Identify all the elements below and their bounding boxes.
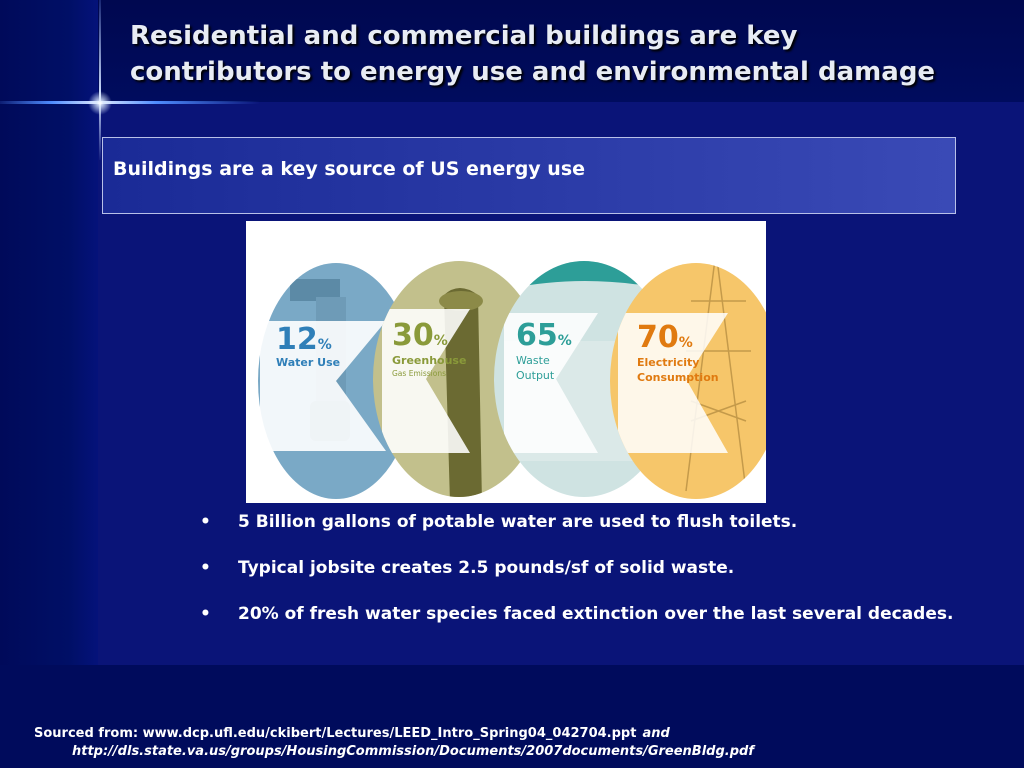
slide-title-line-2: contributors to energy use and environme… [130,57,936,87]
left-strip [0,0,98,665]
source-prefix: Sourced from: www.dcp.ufl.edu/ckibert/Le… [34,726,637,741]
bullet-item: • Typical jobsite creates 2.5 pounds/sf … [196,556,976,580]
greenhouse-circle [373,261,545,497]
stat-label: Greenhouse [392,354,466,367]
stat-label: Waste [516,354,550,367]
subtitle-box: Buildings are a key source of US energy … [102,137,956,214]
infographic-svg: 12% Water Use 30% Greenhouse Gas Emissio… [258,261,766,499]
slide-title-line-1: Residential and commercial buildings are… [130,21,798,51]
stat-waste: 65% Waste Output [516,318,572,382]
bullet-text: 5 Billion gallons of potable water are u… [238,512,798,532]
trash-bin-icon [498,261,674,291]
stat-value: 30% [392,318,448,353]
electricity-circle [610,263,766,499]
subtitle-text: Buildings are a key source of US energy … [113,158,586,180]
bullet-symbol: • [200,604,211,624]
bullet-item: • 5 Billion gallons of potable water are… [196,510,976,534]
stat-greenhouse: 30% Greenhouse Gas Emissions [392,318,466,378]
water-use-circle [258,263,414,499]
stat-sublabel: Gas Emissions [392,369,446,378]
bullet-text: Typical jobsite creates 2.5 pounds/sf of… [238,558,735,578]
bullet-item: • 20% of fresh water species faced extin… [196,602,976,626]
top-band [0,0,1024,102]
source-citation: Sourced from: www.dcp.ufl.edu/ckibert/Le… [34,725,994,761]
source-url-2: http://dls.state.va.us/groups/HousingCom… [72,744,754,759]
bottom-band [0,665,1024,768]
stat-sublabel: Consumption [637,371,719,384]
slide-title: Residential and commercial buildings are… [130,18,1010,90]
bullet-symbol: • [200,512,211,532]
bullet-list: • 5 Billion gallons of potable water are… [196,510,976,648]
decorative-vertical-line [99,0,101,160]
stat-sublabel: Output [516,369,555,382]
stat-value: 12% [276,322,332,357]
stat-value: 70% [637,320,693,355]
buildings-infographic: 12% Water Use 30% Greenhouse Gas Emissio… [246,221,766,503]
bullet-text: 20% of fresh water species faced extinct… [238,604,954,624]
bullet-symbol: • [200,558,211,578]
stat-value: 65% [516,318,572,353]
source-conjunction: and [642,726,670,741]
faucet-icon [290,279,340,301]
stat-label: Electricity [637,356,699,369]
decorative-horizontal-line [0,101,260,104]
stat-electricity: 70% Electricity Consumption [637,320,719,384]
stat-label: Water Use [276,356,340,369]
sparkle-icon [88,91,112,115]
stat-water-use: 12% Water Use [276,322,340,369]
